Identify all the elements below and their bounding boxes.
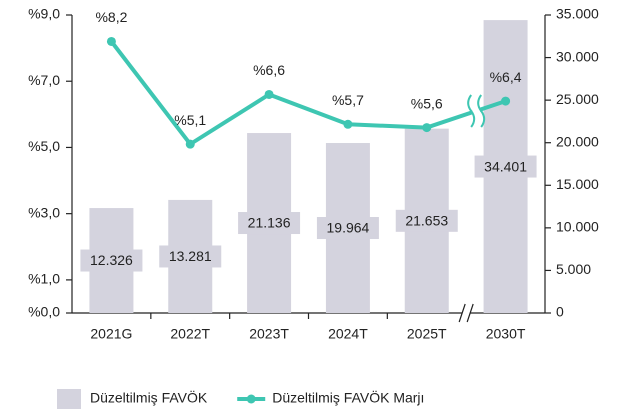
line-break-gap xyxy=(472,102,481,119)
x-tick-label: 2023T xyxy=(249,326,289,342)
y-tick-label: %0,0 xyxy=(28,304,60,320)
x-tick-label: 2022T xyxy=(170,326,210,342)
legend-swatch xyxy=(57,389,81,409)
y2-tick-label: 25.000 xyxy=(556,91,599,107)
legend-swatch xyxy=(246,394,256,404)
legend-label: Düzeltilmiş FAVÖK xyxy=(90,389,208,406)
value-label-box xyxy=(238,212,301,235)
value-label: 13.281 xyxy=(169,248,212,264)
line-point xyxy=(501,96,511,106)
value-label: 21.653 xyxy=(405,213,448,229)
line-point xyxy=(422,123,432,133)
axis-break xyxy=(466,303,474,323)
axis-break xyxy=(458,303,466,323)
y2-tick-label: 15.000 xyxy=(556,176,599,192)
y2-tick-label: 10.000 xyxy=(556,219,599,235)
line xyxy=(109,40,507,147)
x-tick-label: 2021G xyxy=(90,326,132,342)
value-label-box xyxy=(159,245,222,268)
value-label: %5,7 xyxy=(332,92,364,108)
line-point xyxy=(185,139,195,149)
value-label-box xyxy=(395,209,458,232)
y-tick-label: %5,0 xyxy=(28,138,60,154)
value-label: %6,4 xyxy=(490,69,522,85)
value-label: 21.136 xyxy=(248,215,291,231)
value-label: %5,1 xyxy=(174,112,206,128)
y2-tick-label: 20.000 xyxy=(556,133,599,149)
value-label: %6,6 xyxy=(253,62,285,78)
value-label-box xyxy=(80,249,143,272)
axis-break-gap xyxy=(462,305,471,321)
value-label-box xyxy=(316,217,379,240)
y2-tick-label: 30.000 xyxy=(556,48,599,64)
legend-label: Düzeltilmiş FAVÖK Marjı xyxy=(272,389,424,406)
line-point xyxy=(264,89,274,99)
value-label: %5,6 xyxy=(411,95,443,111)
y2-tick-label: 35.000 xyxy=(556,6,599,22)
x-tick-label: 2030T xyxy=(486,326,526,342)
y-tick-label: %9,0 xyxy=(28,6,60,22)
x-tick-label: 2024T xyxy=(328,326,368,342)
x-tick-label: 2025T xyxy=(407,326,447,342)
value-label-box xyxy=(474,155,537,178)
value-label: %8,2 xyxy=(95,9,127,25)
y2-tick-label: 0 xyxy=(556,304,564,320)
y-tick-label: %1,0 xyxy=(28,271,60,287)
value-label: 19.964 xyxy=(327,220,370,236)
line-point xyxy=(106,36,116,46)
line-break xyxy=(467,94,476,128)
y2-tick-label: 5.000 xyxy=(556,261,591,277)
value-label: 34.401 xyxy=(484,158,527,174)
value-label: 12.326 xyxy=(90,252,133,268)
y-tick-label: %3,0 xyxy=(28,204,60,220)
line-point xyxy=(343,119,353,129)
line-break xyxy=(477,94,486,128)
y-tick-label: %7,0 xyxy=(28,72,60,88)
